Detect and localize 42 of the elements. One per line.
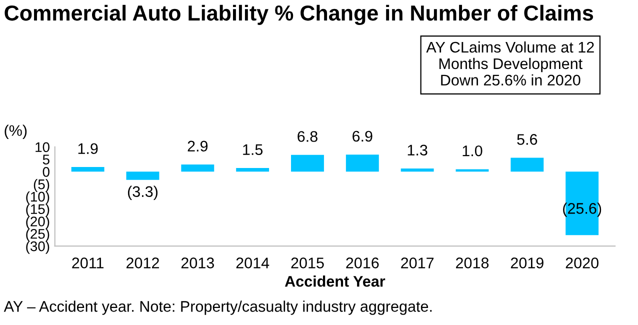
data-label: 1.0 bbox=[462, 145, 482, 156]
y-tick-label: (30) bbox=[26, 240, 50, 254]
data-label: 1.3 bbox=[408, 144, 428, 156]
x-tick-label: 2017 bbox=[401, 258, 434, 268]
bar bbox=[181, 164, 214, 172]
x-tick-label: 2012 bbox=[126, 258, 159, 268]
data-label: 1.9 bbox=[78, 143, 98, 154]
y-tick-label: 5 bbox=[42, 154, 50, 164]
x-tick-label: 2016 bbox=[346, 258, 379, 268]
y-tick-label: (15) bbox=[26, 204, 50, 217]
x-tick-label: 2011 bbox=[72, 258, 104, 268]
bar bbox=[510, 158, 544, 172]
bar bbox=[71, 166, 104, 172]
y-tick-label: (5) bbox=[34, 179, 50, 192]
data-label: 6.8 bbox=[298, 131, 318, 142]
y-tick-label: 0 bbox=[42, 167, 50, 177]
y-tick-label: 10 bbox=[36, 142, 50, 152]
data-label: 6.9 bbox=[352, 130, 372, 142]
data-label: (3.3) bbox=[128, 186, 158, 200]
y-tick-label: (20) bbox=[26, 216, 50, 230]
data-label: 2.9 bbox=[188, 140, 208, 152]
chart-title: Commercial Auto Liability % Change in Number of Claims bbox=[4, 4, 594, 26]
x-tick-label: 2013 bbox=[181, 258, 214, 268]
data-label: 5.6 bbox=[517, 134, 538, 145]
bar bbox=[126, 172, 160, 180]
x-axis-title: Accident Year bbox=[284, 276, 386, 287]
x-tick-label: 2015 bbox=[291, 258, 324, 268]
y-axis-title: (%) bbox=[4, 124, 27, 139]
bar bbox=[400, 168, 434, 172]
bar bbox=[456, 169, 489, 172]
x-tick-label: 2020 bbox=[566, 258, 598, 268]
bar bbox=[346, 154, 379, 172]
bar bbox=[291, 154, 324, 172]
data-label: 1.5 bbox=[243, 144, 263, 156]
x-tick-label: 2014 bbox=[236, 258, 270, 268]
text: AY – Accident year. Note: Property/casualty industry aggregate. bbox=[4, 300, 432, 315]
y-tick-label: (25) bbox=[26, 228, 50, 242]
bar bbox=[236, 168, 270, 172]
text: AY CLaims Volume at 12 Months Development Down 25.6% in 2020 bbox=[426, 41, 594, 86]
x-tick-label: 2019 bbox=[510, 258, 544, 268]
y-tick-label: (10) bbox=[26, 191, 50, 204]
x-tick-label: 2018 bbox=[456, 258, 489, 268]
